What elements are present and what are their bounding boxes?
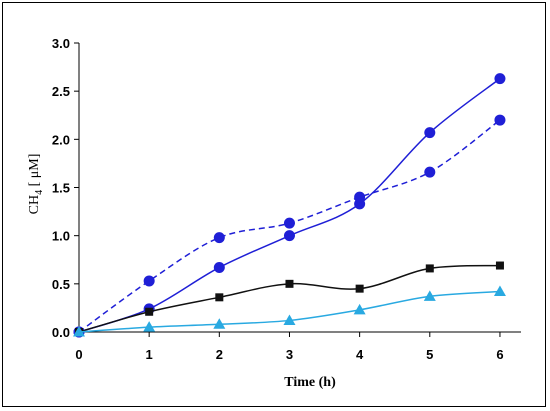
data-point [353, 303, 366, 315]
data-point [283, 217, 295, 229]
data-point [354, 191, 366, 203]
data-point [493, 285, 506, 297]
data-point [423, 290, 436, 301]
y-tick-label: 0.0 [52, 325, 70, 340]
data-point [494, 114, 506, 126]
data-point [424, 166, 436, 178]
data-point [143, 275, 155, 287]
x-tick-label: 3 [286, 347, 293, 362]
y-axis-title-main: CH [27, 195, 42, 214]
data-point [213, 261, 225, 273]
x-axis-title: Time (h) [284, 375, 336, 390]
y-axis-title-subscript: 4 [34, 190, 45, 195]
y-tick-label: 0.5 [52, 277, 70, 292]
y-tick-label: 3.0 [52, 36, 70, 51]
axes [78, 43, 521, 333]
data-point [283, 230, 295, 242]
chart-frame [2, 2, 546, 407]
ticks: 0 1 2 3 4 5 6 0.0 0.5 1.0 1.5 2.0 2.5 3.0 [52, 36, 504, 362]
x-tick-label: 4 [356, 347, 364, 362]
data-point [495, 261, 504, 270]
series-line [78, 78, 501, 333]
data-point [143, 321, 156, 332]
data-point [283, 314, 296, 325]
x-tick-label: 6 [496, 347, 503, 362]
series-4 [73, 285, 506, 337]
y-axis-title-unit: [ μM] [27, 154, 42, 190]
data-point [425, 264, 434, 273]
data-point [355, 284, 364, 293]
data-point [213, 232, 225, 244]
data-point [215, 293, 224, 302]
data-point [424, 127, 436, 139]
data-point [73, 326, 85, 337]
y-tick-label: 1.0 [52, 229, 70, 244]
x-tick-label: 5 [426, 347, 433, 362]
series-layer [73, 73, 506, 338]
y-axis-title: CH4 [ μM] [27, 154, 45, 215]
data-point [213, 318, 226, 329]
y-tick-label: 1.5 [52, 181, 70, 196]
x-tick-label: 2 [216, 347, 223, 362]
y-tick-label: 2.0 [52, 132, 70, 147]
x-tick-label: 0 [75, 347, 82, 362]
series-1 [73, 73, 506, 338]
y-tick-label: 2.5 [52, 84, 70, 99]
data-point [494, 73, 506, 85]
data-point [145, 307, 154, 316]
x-tick-label: 1 [146, 347, 153, 362]
series-2 [73, 114, 506, 338]
data-point [285, 279, 294, 288]
